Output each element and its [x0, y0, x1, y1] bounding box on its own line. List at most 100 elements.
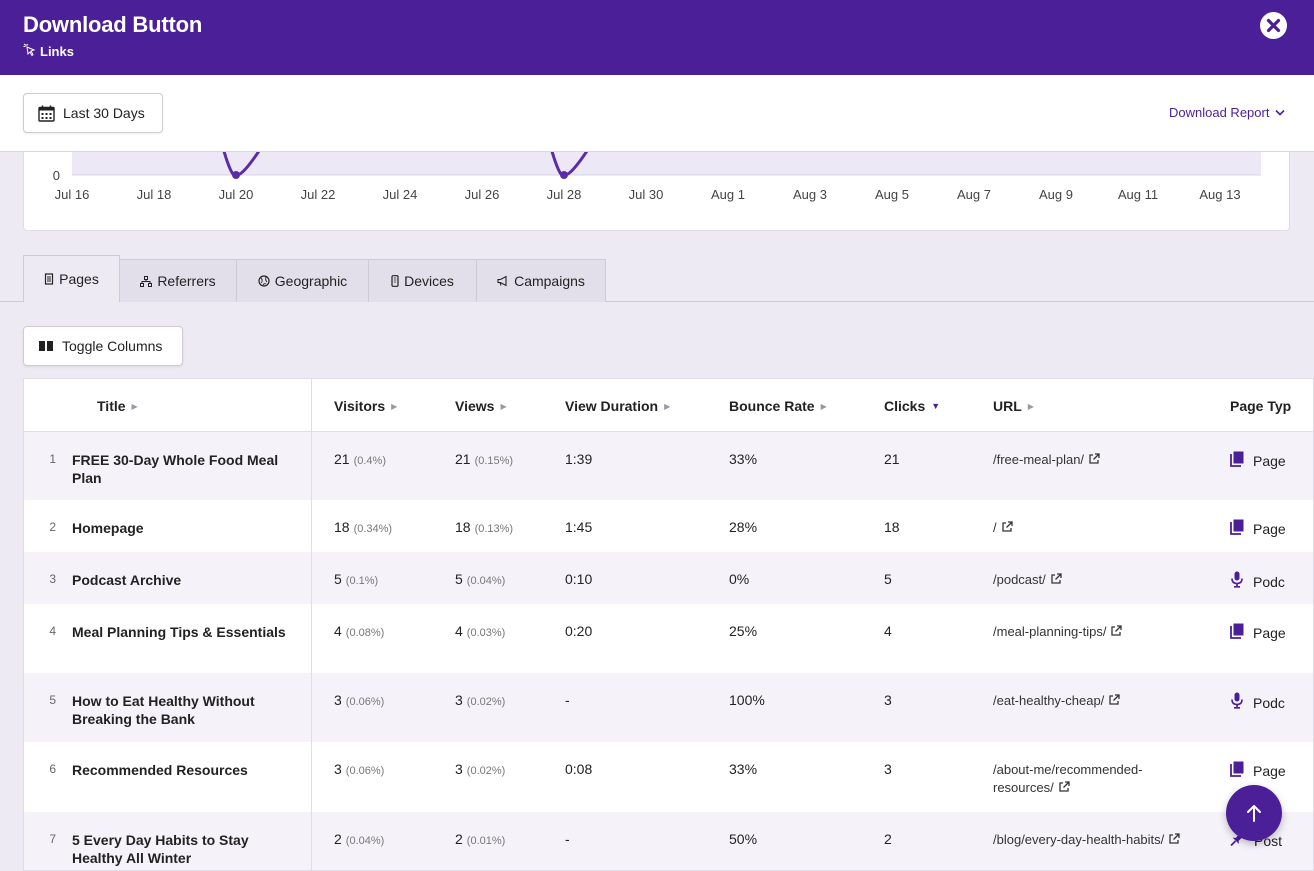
- external-link-icon: [1109, 694, 1120, 705]
- microphone-icon: [1230, 571, 1244, 592]
- clicks-cell: 5: [884, 571, 892, 587]
- bounce-rate-cell: 33%: [729, 761, 758, 777]
- table-row[interactable]: 7 5 Every Day Habits to Stay Healthy All …: [24, 812, 1313, 870]
- sort-desc-icon: ▼: [931, 401, 941, 411]
- external-link-icon: [1111, 625, 1123, 636]
- page-title: Download Button: [23, 12, 203, 37]
- document-icon: [45, 273, 54, 285]
- mobile-icon: [391, 275, 399, 287]
- views-value: 3: [455, 761, 463, 777]
- url-text: /blog/every-day-health-habits/: [993, 832, 1165, 847]
- column-header-url[interactable]: URL ▶: [993, 398, 1034, 414]
- table-row[interactable]: 1 FREE 30-Day Whole Food Meal Plan 21 (0.4%…: [24, 432, 1313, 500]
- page-type-label: Page: [1253, 625, 1286, 641]
- visitors-cell: 3 (0.06%): [334, 760, 384, 780]
- x-tick-label: Jul 16: [55, 187, 90, 202]
- column-label: View Duration: [565, 398, 659, 414]
- tab-campaigns[interactable]: Campaigns: [476, 259, 606, 302]
- visitors-cell: 3 (0.06%): [334, 691, 384, 711]
- tab-pages[interactable]: Pages: [23, 255, 120, 302]
- data-point: [232, 171, 240, 179]
- url-link[interactable]: /: [993, 519, 1193, 537]
- visitors-value: 5: [334, 571, 342, 587]
- views-percent: (0.01%): [466, 835, 506, 847]
- columns-icon: [39, 341, 53, 351]
- column-header-clicks[interactable]: Clicks ▼: [884, 398, 940, 414]
- line-chart: 0 Jul 16 Jul 18 Jul 20 Jul 22 Jul 24 Jul 26 Jul…: [53, 152, 1261, 202]
- clicks-cell: 4: [884, 623, 892, 639]
- row-number: 3: [49, 572, 56, 586]
- bounce-rate-cell: 25%: [729, 623, 758, 639]
- sort-icon: ▶: [1027, 401, 1034, 411]
- column-header-page-type[interactable]: Page Typ: [1230, 398, 1291, 414]
- column-header-views[interactable]: Views ▶: [455, 398, 507, 414]
- column-header-view-duration[interactable]: View Duration ▶: [565, 398, 670, 414]
- visitors-cell: 5 (0.1%): [334, 570, 378, 590]
- close-icon: [1266, 18, 1281, 33]
- table-row[interactable]: 6 Recommended Resources 3 (0.06%) 3 (0.02%) 0:…: [24, 742, 1313, 812]
- visitors-percent: (0.08%): [345, 627, 385, 639]
- table-row[interactable]: 5 How to Eat Healthy Without Breaking the…: [24, 673, 1313, 742]
- url-link[interactable]: /about-me/recommended-resources/: [993, 761, 1193, 797]
- url-text: /meal-planning-tips/: [993, 624, 1107, 639]
- url-link[interactable]: /blog/every-day-health-habits/: [993, 831, 1193, 849]
- visitors-cell: 21 (0.4%): [334, 450, 386, 470]
- clicks-cell: 18: [884, 519, 900, 535]
- sort-icon: ▶: [664, 401, 671, 411]
- x-tick-label: Jul 22: [301, 187, 336, 202]
- page-icon: [1230, 519, 1244, 539]
- views-percent: (0.04%): [466, 575, 506, 587]
- close-button[interactable]: [1260, 12, 1287, 39]
- url-link[interactable]: /podcast/: [993, 571, 1193, 589]
- tab-label: Pages: [59, 271, 99, 287]
- url-text: /eat-healthy-cheap/: [993, 693, 1105, 708]
- pages-table: Title ▶ Visitors ▶ Views ▶ View Duration ▶ B…: [23, 378, 1314, 871]
- views-value: 5: [455, 571, 463, 587]
- toggle-columns-button[interactable]: Toggle Columns: [23, 326, 183, 366]
- sort-icon: ▶: [391, 401, 398, 411]
- tab-devices[interactable]: Devices: [368, 259, 477, 302]
- url-text: /free-meal-plan/: [993, 452, 1085, 467]
- tab-label: Geographic: [274, 273, 348, 289]
- page-type-cell: Page: [1230, 761, 1313, 781]
- column-header-title[interactable]: Title ▶: [97, 398, 138, 414]
- x-tick-label: Aug 5: [875, 187, 909, 202]
- views-cell: 3 (0.02%): [455, 760, 505, 780]
- column-header-bounce-rate[interactable]: Bounce Rate ▶: [729, 398, 827, 414]
- url-link[interactable]: /eat-healthy-cheap/: [993, 692, 1193, 710]
- tab-referrers[interactable]: Referrers: [119, 259, 237, 302]
- views-percent: (0.03%): [466, 627, 506, 639]
- url-link[interactable]: /meal-planning-tips/: [993, 623, 1193, 641]
- table-row[interactable]: 3 Podcast Archive 5 (0.1%) 5 (0.04%) 0:10 0% 5/p…: [24, 552, 1313, 604]
- tab-label: Devices: [404, 273, 454, 289]
- views-value: 3: [455, 692, 463, 708]
- x-tick-label: Aug 7: [957, 187, 991, 202]
- url-link[interactable]: /free-meal-plan/: [993, 451, 1193, 469]
- date-range-button[interactable]: Last 30 Days: [23, 93, 163, 133]
- download-report-label: Download Report: [1169, 105, 1270, 120]
- bounce-rate-cell: 28%: [729, 519, 758, 535]
- bounce-rate-cell: 0%: [729, 571, 750, 587]
- views-value: 18: [455, 519, 471, 535]
- views-cell: 3 (0.02%): [455, 691, 505, 711]
- page-type-cell: Page: [1230, 451, 1313, 471]
- table-row[interactable]: 2 Homepage 18 (0.34%) 18 (0.13%) 1:45 28% 18/Pag…: [24, 500, 1313, 552]
- view-duration-cell: -: [565, 831, 570, 847]
- view-duration-cell: 1:45: [565, 519, 593, 535]
- x-tick-label: Aug 1: [711, 187, 745, 202]
- download-report-button[interactable]: Download Report: [1169, 105, 1286, 120]
- table-row[interactable]: 4 Meal Planning Tips & Essentials 4 (0.08%)…: [24, 604, 1313, 673]
- visitors-percent: (0.1%): [345, 575, 379, 587]
- views-percent: (0.02%): [466, 765, 506, 777]
- tab-geographic[interactable]: Geographic: [236, 259, 369, 302]
- views-cell: 5 (0.04%): [455, 570, 505, 590]
- header-bar: Download Button Links: [0, 0, 1314, 75]
- column-header-visitors[interactable]: Visitors ▶: [334, 398, 397, 414]
- column-label: Bounce Rate: [729, 398, 815, 414]
- scroll-to-top-button[interactable]: [1226, 785, 1282, 841]
- clicks-cell: 3: [884, 692, 892, 708]
- x-tick-label: Aug 9: [1039, 187, 1073, 202]
- url-text: /about-me/recommended-resources/: [993, 762, 1143, 795]
- arrow-up-icon: [1247, 805, 1261, 822]
- visitors-cell: 4 (0.08%): [334, 622, 384, 642]
